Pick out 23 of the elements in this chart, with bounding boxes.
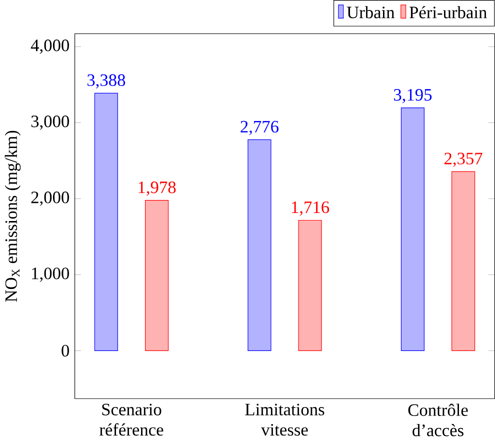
bar: [248, 139, 272, 351]
bar: [144, 200, 169, 351]
y-tick-label: 2,000: [31, 192, 70, 206]
y-tick-label: 3,000: [31, 116, 70, 130]
y-tick-label: 4,000: [30, 39, 70, 54]
data-label: 1,716: [292, 201, 330, 216]
y-tick-label: 1,000: [32, 268, 70, 282]
data-label: 3,388: [88, 74, 126, 89]
legend-label: Urbain: [346, 6, 395, 18]
data-label: 2,357: [444, 152, 482, 167]
bar: [400, 108, 425, 351]
data-label: 1,978: [138, 181, 176, 196]
data-label: 2,776: [240, 120, 278, 136]
legend-label: Péri-urbain: [410, 6, 487, 18]
x-tick-label: Contrôle d’accès: [408, 404, 468, 436]
bar: [94, 92, 118, 351]
x-tick-label: Scenario référence: [100, 404, 164, 436]
bar: [452, 171, 476, 351]
y-axis-title: NO$_{X}$ emissions (mg/km): [4, 130, 21, 302]
data-label: 3,195: [394, 88, 432, 104]
bar: [298, 220, 322, 351]
x-tick-label: Limitations vitesse: [245, 404, 324, 436]
y-tick-label: 0: [62, 344, 70, 357]
